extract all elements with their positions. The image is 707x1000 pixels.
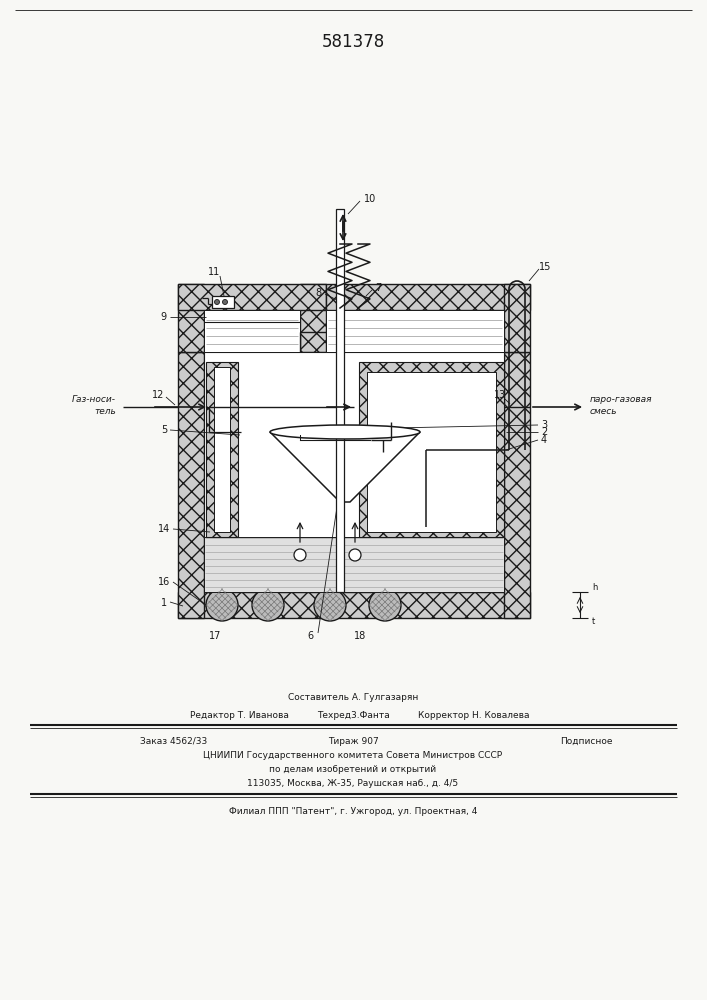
Text: паро-газовая: паро-газовая: [590, 394, 653, 403]
Bar: [504, 352, 530, 618]
Bar: [367, 372, 496, 532]
Text: Редактор Т. Иванова: Редактор Т. Иванова: [190, 710, 289, 720]
Bar: [326, 310, 504, 352]
Text: 2: 2: [541, 427, 547, 437]
Text: 3: 3: [541, 420, 547, 430]
Circle shape: [349, 549, 361, 561]
Text: 12: 12: [152, 390, 164, 400]
Text: 14: 14: [158, 524, 170, 534]
Bar: [206, 362, 238, 537]
Bar: [504, 284, 530, 352]
Text: ЦНИИПИ Государственного комитета Совета Министров СССР: ЦНИИПИ Государственного комитета Совета …: [204, 752, 503, 760]
Text: Техред3.Фанта: Техред3.Фанта: [317, 710, 390, 720]
Circle shape: [223, 300, 228, 304]
Bar: [214, 367, 230, 532]
Text: 113035, Москва, Ж-35, Раушская наб., д. 4/5: 113035, Москва, Ж-35, Раушская наб., д. …: [247, 780, 459, 788]
Bar: [204, 310, 300, 352]
Text: тель: тель: [94, 406, 116, 416]
Circle shape: [294, 549, 306, 561]
Text: Газ-носи-: Газ-носи-: [72, 394, 116, 403]
Text: 8: 8: [315, 288, 321, 298]
Text: 581378: 581378: [322, 33, 385, 51]
Text: 16: 16: [158, 577, 170, 587]
Text: Тираж 907: Тираж 907: [327, 736, 378, 746]
Text: 10: 10: [364, 194, 376, 204]
Text: 5: 5: [161, 425, 167, 435]
Text: t: t: [592, 617, 595, 626]
Bar: [204, 352, 504, 592]
Text: 15: 15: [539, 262, 551, 272]
Text: h: h: [592, 584, 597, 592]
Bar: [178, 284, 326, 310]
Circle shape: [314, 589, 346, 621]
Text: Филиал ППП "Патент", г. Ужгород, ул. Проектная, 4: Филиал ППП "Патент", г. Ужгород, ул. Про…: [229, 806, 477, 816]
Text: смесь: смесь: [590, 406, 617, 416]
Bar: [359, 362, 504, 537]
Circle shape: [214, 300, 219, 304]
Text: 18: 18: [354, 631, 366, 641]
Bar: [336, 209, 344, 592]
Bar: [178, 352, 204, 618]
Bar: [204, 537, 504, 592]
Text: Составитель А. Гулгазарян: Составитель А. Гулгазарян: [288, 692, 418, 702]
Bar: [178, 592, 530, 618]
Text: 6: 6: [307, 631, 313, 641]
Text: Корректор Н. Ковалева: Корректор Н. Ковалева: [419, 710, 530, 720]
Text: 7: 7: [375, 283, 381, 293]
Bar: [300, 284, 326, 352]
Text: Подписное: Подписное: [560, 736, 612, 746]
Text: 13: 13: [494, 390, 506, 400]
Text: 17: 17: [209, 631, 221, 641]
Text: 11: 11: [208, 267, 220, 277]
Circle shape: [252, 589, 284, 621]
Text: 1: 1: [161, 598, 167, 608]
Bar: [326, 284, 530, 310]
Bar: [212, 296, 234, 308]
Circle shape: [206, 589, 238, 621]
Text: по делам изобретений и открытий: по делам изобретений и открытий: [269, 766, 436, 774]
Text: 9: 9: [160, 312, 166, 322]
Text: 4: 4: [541, 435, 547, 445]
Polygon shape: [270, 432, 420, 502]
Ellipse shape: [270, 425, 420, 439]
Text: Заказ 4562/33: Заказ 4562/33: [140, 736, 207, 746]
Circle shape: [369, 589, 401, 621]
Bar: [178, 284, 204, 352]
